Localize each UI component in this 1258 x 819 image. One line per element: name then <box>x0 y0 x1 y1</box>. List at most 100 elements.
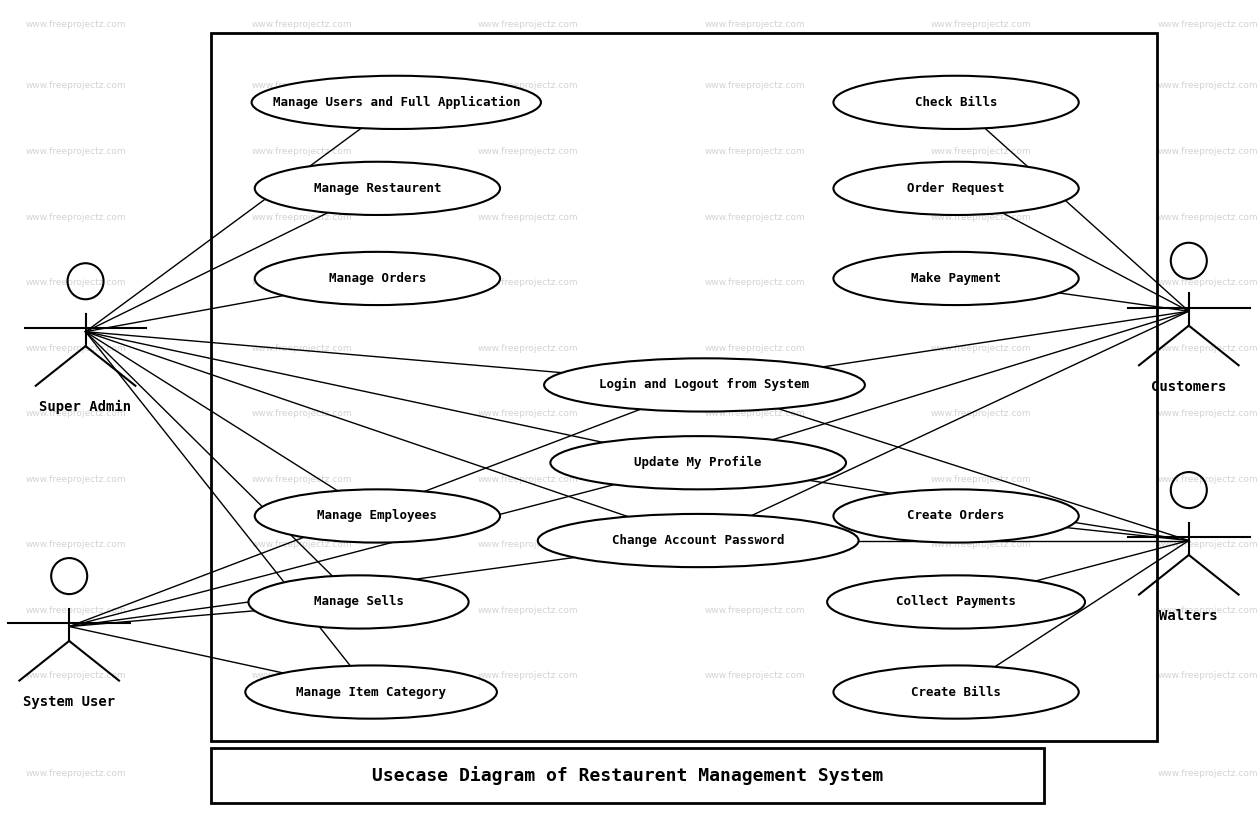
Text: www.freeprojectz.com: www.freeprojectz.com <box>1157 606 1258 614</box>
Text: www.freeprojectz.com: www.freeprojectz.com <box>478 541 579 549</box>
Text: www.freeprojectz.com: www.freeprojectz.com <box>1157 672 1258 680</box>
Text: Manage Item Category: Manage Item Category <box>296 686 447 699</box>
Text: www.freeprojectz.com: www.freeprojectz.com <box>704 278 805 287</box>
Text: Manage Orders: Manage Orders <box>328 272 426 285</box>
Ellipse shape <box>252 76 541 129</box>
Text: www.freeprojectz.com: www.freeprojectz.com <box>252 541 352 549</box>
Text: Walters: Walters <box>1160 609 1218 623</box>
Ellipse shape <box>254 252 499 305</box>
Text: www.freeprojectz.com: www.freeprojectz.com <box>1157 147 1258 156</box>
Text: www.freeprojectz.com: www.freeprojectz.com <box>1157 20 1258 29</box>
Text: www.freeprojectz.com: www.freeprojectz.com <box>252 770 352 778</box>
Text: www.freeprojectz.com: www.freeprojectz.com <box>931 672 1032 680</box>
Text: www.freeprojectz.com: www.freeprojectz.com <box>704 82 805 90</box>
Text: www.freeprojectz.com: www.freeprojectz.com <box>252 20 352 29</box>
Ellipse shape <box>249 575 469 629</box>
Text: Manage Restaurent: Manage Restaurent <box>313 182 442 195</box>
Text: www.freeprojectz.com: www.freeprojectz.com <box>1157 770 1258 778</box>
Text: www.freeprojectz.com: www.freeprojectz.com <box>25 770 126 778</box>
Ellipse shape <box>254 162 499 215</box>
Text: www.freeprojectz.com: www.freeprojectz.com <box>25 82 126 90</box>
Text: Collect Payments: Collect Payments <box>896 595 1016 609</box>
Text: www.freeprojectz.com: www.freeprojectz.com <box>252 606 352 614</box>
Text: www.freeprojectz.com: www.freeprojectz.com <box>478 606 579 614</box>
Ellipse shape <box>834 162 1079 215</box>
Text: www.freeprojectz.com: www.freeprojectz.com <box>704 147 805 156</box>
Text: www.freeprojectz.com: www.freeprojectz.com <box>704 770 805 778</box>
Text: www.freeprojectz.com: www.freeprojectz.com <box>704 475 805 483</box>
Text: www.freeprojectz.com: www.freeprojectz.com <box>1157 344 1258 352</box>
Ellipse shape <box>834 76 1079 129</box>
Text: www.freeprojectz.com: www.freeprojectz.com <box>704 410 805 418</box>
Text: www.freeprojectz.com: www.freeprojectz.com <box>25 213 126 221</box>
Text: Update My Profile: Update My Profile <box>634 456 762 469</box>
Text: www.freeprojectz.com: www.freeprojectz.com <box>931 770 1032 778</box>
Text: www.freeprojectz.com: www.freeprojectz.com <box>931 147 1032 156</box>
Text: www.freeprojectz.com: www.freeprojectz.com <box>478 410 579 418</box>
Ellipse shape <box>834 665 1079 719</box>
Text: www.freeprojectz.com: www.freeprojectz.com <box>25 344 126 352</box>
Text: Login and Logout from System: Login and Logout from System <box>600 378 809 391</box>
Text: www.freeprojectz.com: www.freeprojectz.com <box>931 410 1032 418</box>
Text: Customers: Customers <box>1151 380 1227 394</box>
Text: www.freeprojectz.com: www.freeprojectz.com <box>931 213 1032 221</box>
Text: www.freeprojectz.com: www.freeprojectz.com <box>252 672 352 680</box>
Text: www.freeprojectz.com: www.freeprojectz.com <box>931 606 1032 614</box>
Text: www.freeprojectz.com: www.freeprojectz.com <box>25 410 126 418</box>
Text: www.freeprojectz.com: www.freeprojectz.com <box>252 213 352 221</box>
Text: www.freeprojectz.com: www.freeprojectz.com <box>931 344 1032 352</box>
Text: Manage Users and Full Application: Manage Users and Full Application <box>273 96 520 109</box>
Text: www.freeprojectz.com: www.freeprojectz.com <box>1157 410 1258 418</box>
Text: www.freeprojectz.com: www.freeprojectz.com <box>478 82 579 90</box>
Text: www.freeprojectz.com: www.freeprojectz.com <box>478 770 579 778</box>
Ellipse shape <box>254 489 499 543</box>
Text: Manage Employees: Manage Employees <box>317 509 438 523</box>
Text: www.freeprojectz.com: www.freeprojectz.com <box>25 672 126 680</box>
Ellipse shape <box>834 489 1079 543</box>
Text: Order Request: Order Request <box>907 182 1005 195</box>
Text: www.freeprojectz.com: www.freeprojectz.com <box>478 20 579 29</box>
Text: www.freeprojectz.com: www.freeprojectz.com <box>25 20 126 29</box>
Text: www.freeprojectz.com: www.freeprojectz.com <box>931 475 1032 483</box>
Text: www.freeprojectz.com: www.freeprojectz.com <box>704 672 805 680</box>
Text: www.freeprojectz.com: www.freeprojectz.com <box>25 475 126 483</box>
Text: www.freeprojectz.com: www.freeprojectz.com <box>1157 278 1258 287</box>
Text: www.freeprojectz.com: www.freeprojectz.com <box>704 606 805 614</box>
Text: www.freeprojectz.com: www.freeprojectz.com <box>931 541 1032 549</box>
Ellipse shape <box>538 514 859 567</box>
Text: www.freeprojectz.com: www.freeprojectz.com <box>478 344 579 352</box>
Text: www.freeprojectz.com: www.freeprojectz.com <box>252 410 352 418</box>
Text: www.freeprojectz.com: www.freeprojectz.com <box>704 541 805 549</box>
Text: www.freeprojectz.com: www.freeprojectz.com <box>478 475 579 483</box>
Ellipse shape <box>828 575 1086 629</box>
Text: www.freeprojectz.com: www.freeprojectz.com <box>478 147 579 156</box>
Text: www.freeprojectz.com: www.freeprojectz.com <box>704 213 805 221</box>
Text: www.freeprojectz.com: www.freeprojectz.com <box>1157 475 1258 483</box>
Text: www.freeprojectz.com: www.freeprojectz.com <box>931 20 1032 29</box>
Text: Usecase Diagram of Restaurent Management System: Usecase Diagram of Restaurent Management… <box>372 766 883 785</box>
Text: Change Account Password: Change Account Password <box>611 534 785 547</box>
Text: Check Bills: Check Bills <box>915 96 998 109</box>
Text: www.freeprojectz.com: www.freeprojectz.com <box>252 147 352 156</box>
Text: www.freeprojectz.com: www.freeprojectz.com <box>25 541 126 549</box>
Text: Super Admin: Super Admin <box>39 400 132 414</box>
Text: www.freeprojectz.com: www.freeprojectz.com <box>25 606 126 614</box>
Ellipse shape <box>245 665 497 719</box>
Ellipse shape <box>545 358 866 411</box>
Polygon shape <box>211 748 1044 803</box>
Text: www.freeprojectz.com: www.freeprojectz.com <box>931 278 1032 287</box>
Text: www.freeprojectz.com: www.freeprojectz.com <box>1157 213 1258 221</box>
Text: www.freeprojectz.com: www.freeprojectz.com <box>1157 541 1258 549</box>
Text: www.freeprojectz.com: www.freeprojectz.com <box>478 213 579 221</box>
Text: www.freeprojectz.com: www.freeprojectz.com <box>252 475 352 483</box>
Ellipse shape <box>834 252 1079 305</box>
Text: www.freeprojectz.com: www.freeprojectz.com <box>478 278 579 287</box>
Text: www.freeprojectz.com: www.freeprojectz.com <box>25 147 126 156</box>
Text: www.freeprojectz.com: www.freeprojectz.com <box>704 344 805 352</box>
Text: Create Bills: Create Bills <box>911 686 1001 699</box>
Text: www.freeprojectz.com: www.freeprojectz.com <box>252 278 352 287</box>
Text: Manage Sells: Manage Sells <box>313 595 404 609</box>
Text: www.freeprojectz.com: www.freeprojectz.com <box>478 672 579 680</box>
Text: Create Orders: Create Orders <box>907 509 1005 523</box>
Text: www.freeprojectz.com: www.freeprojectz.com <box>252 344 352 352</box>
